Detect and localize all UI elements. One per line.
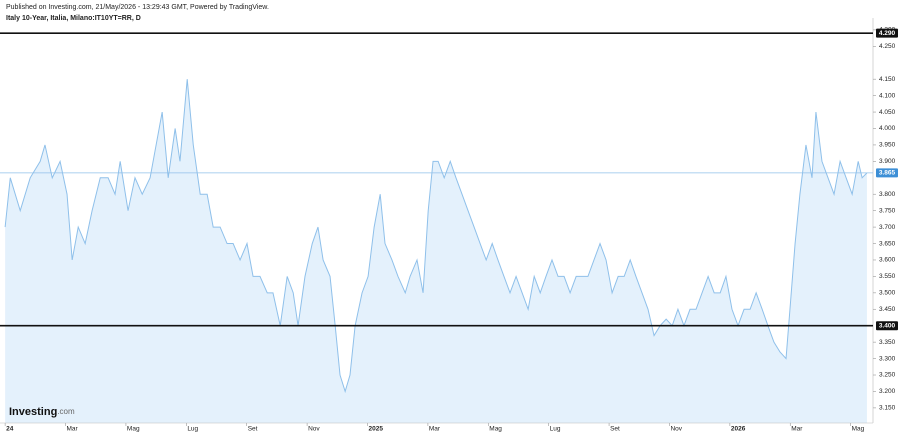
level-label: 3.400 <box>879 322 896 329</box>
area-fill <box>5 79 867 423</box>
y-tick-label: 4.050 <box>879 109 896 116</box>
x-tick-label: Nov <box>670 426 682 433</box>
x-tick-label: Mar <box>791 426 803 433</box>
last-price-box <box>876 168 898 178</box>
x-tick-label: Nov <box>308 426 320 433</box>
x-tick-label: Set <box>610 426 620 433</box>
y-tick-label: 3.950 <box>879 142 896 149</box>
x-tick-label: 24 <box>6 426 14 433</box>
price-line <box>4 79 868 394</box>
y-tick-label: 3.200 <box>879 388 896 395</box>
y-tick-label: 3.800 <box>879 191 896 198</box>
y-tick-label: 3.500 <box>879 290 896 297</box>
y-tick-label: 4.150 <box>879 76 896 83</box>
y-tick-label: 3.300 <box>879 355 896 362</box>
y-tick-label: 3.450 <box>879 306 896 313</box>
x-tick-label: Set <box>248 426 258 433</box>
y-tick-label: 3.600 <box>879 257 896 264</box>
x-tick-label: Lug <box>550 426 561 433</box>
x-tick-label: Mar <box>429 426 441 433</box>
y-tick-label: 4.250 <box>879 43 896 50</box>
x-tick-label: Lug <box>187 426 198 433</box>
last-price-label: 3.865 <box>879 170 896 177</box>
x-tick-label: Mag <box>852 426 865 433</box>
plot-area: 3.150 3.200 3.250 3.300 3.350 3.450 3.500 3.550… <box>0 18 898 433</box>
y-tick-label: 3.250 <box>879 372 896 379</box>
y-tick-label: 3.550 <box>879 273 896 280</box>
logo-main: Investing <box>9 406 57 418</box>
y-tick-label: 4.100 <box>879 92 896 99</box>
logo: Investing.com <box>9 406 75 418</box>
y-tick-label: 3.150 <box>879 405 896 412</box>
logo-suffix: .com <box>57 407 75 416</box>
x-tick-label: Mar <box>67 426 79 433</box>
y-tick-label: 3.650 <box>879 240 896 247</box>
level-label-box <box>876 321 898 331</box>
y-tick-label: 3.700 <box>879 224 896 231</box>
y-tick-label: 3.900 <box>879 158 896 165</box>
x-tick-label: Mag <box>489 426 502 433</box>
x-tick-label: 2025 <box>368 426 383 433</box>
x-tick-label: Mag <box>127 426 140 433</box>
y-tick-label: 3.350 <box>879 339 896 346</box>
y-tick-label: 3.750 <box>879 207 896 214</box>
y-tick-label: 4.000 <box>879 125 896 132</box>
level-label: 4.290 <box>879 30 896 37</box>
chart-title: Italy 10-Year, Italia, Milano:IT10YT=RR,… <box>6 15 141 22</box>
x-tick-label: 2026 <box>731 426 746 433</box>
level-label-box <box>876 28 898 38</box>
published-note: Published on Investing.com, 21/May/2026 … <box>6 4 269 11</box>
